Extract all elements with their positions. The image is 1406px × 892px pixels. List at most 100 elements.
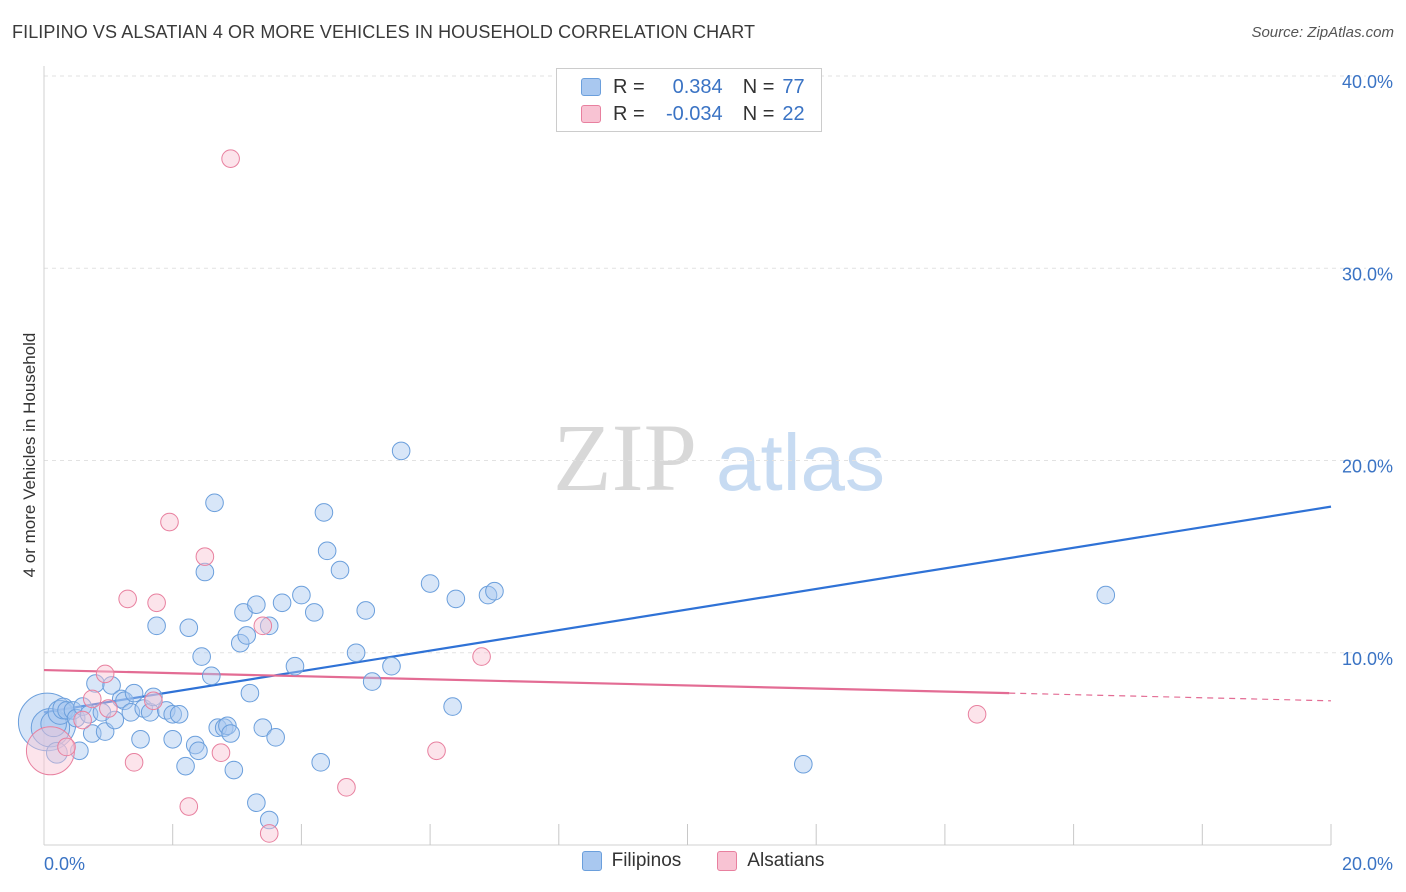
filipino-point xyxy=(176,756,195,776)
alsatian-point xyxy=(82,689,102,709)
alsatian-point xyxy=(95,664,115,684)
filipino-point xyxy=(304,603,324,622)
filipino-point xyxy=(163,704,182,724)
filipino-point xyxy=(192,647,211,666)
watermark-zip: ZIP xyxy=(553,404,697,511)
filipino-point xyxy=(356,601,376,620)
filipino-trend-line xyxy=(43,505,1332,714)
filipino-point xyxy=(163,729,182,749)
filipino-point xyxy=(362,672,382,691)
alsatian-point xyxy=(57,737,76,757)
filipino-point xyxy=(224,760,244,780)
filipino-point xyxy=(391,441,411,461)
filipino-point xyxy=(185,735,205,755)
y-tick-label: 10.0% xyxy=(1342,649,1393,669)
legend-swatch-alsatians xyxy=(581,105,601,123)
alsatian-trend-line-extension xyxy=(1009,692,1332,702)
filipino-point xyxy=(311,753,331,772)
alsatian-point xyxy=(99,699,118,718)
series-legend-alsatians[interactable]: Alsatians xyxy=(717,850,824,872)
filipino-point xyxy=(420,574,440,593)
filipino-point xyxy=(382,656,401,676)
series-label-alsatians: Alsatians xyxy=(747,850,825,871)
filipino-point xyxy=(285,656,305,676)
filipino-point xyxy=(1096,585,1116,605)
series-legend: Filipinos Alsatians xyxy=(0,850,1406,872)
filipino-point xyxy=(446,589,466,609)
filipino-point xyxy=(259,810,279,830)
filipino-point xyxy=(346,643,366,663)
legend-row-filipinos: R = 0.384 N = 77 xyxy=(581,75,805,99)
series-swatch-alsatians xyxy=(717,851,738,871)
data-points xyxy=(17,149,1116,843)
filipino-point xyxy=(169,704,189,724)
y-tick-label: 30.0% xyxy=(1342,264,1393,284)
filipino-point xyxy=(179,618,199,638)
alsatian-point xyxy=(73,710,92,730)
filipino-point xyxy=(314,503,334,522)
source-label: Source: ZipAtlas.com xyxy=(1251,24,1394,41)
alsatian-point xyxy=(967,704,987,724)
filipino-point xyxy=(195,562,215,582)
filipino-point xyxy=(57,701,76,720)
filipino-point xyxy=(144,687,163,707)
filipino-point xyxy=(317,541,337,561)
filipino-point xyxy=(124,683,144,703)
legend-r-label: R = xyxy=(613,75,645,98)
alsatian-point xyxy=(221,149,240,168)
legend-n-value: 22 xyxy=(782,102,805,125)
trend-lines xyxy=(43,505,1332,714)
legend-swatch-filipinos xyxy=(581,78,601,96)
filipino-point xyxy=(73,697,92,716)
filipino-point xyxy=(794,754,813,774)
alsatian-point xyxy=(179,797,199,816)
filipino-point xyxy=(221,724,240,743)
legend-n-label: N = xyxy=(742,75,775,98)
legend-row-alsatians: R = -0.034 N = 22 xyxy=(581,102,805,126)
filipino-point xyxy=(131,729,150,749)
filipino-point xyxy=(240,683,260,703)
alsatian-point xyxy=(147,593,166,613)
filipino-point xyxy=(189,741,208,761)
legend-r-label: R = xyxy=(613,102,645,125)
filipino-point xyxy=(443,697,462,716)
alsatian-point xyxy=(160,512,179,532)
series-label-filipinos: Filipinos xyxy=(611,850,682,871)
filipino-point xyxy=(247,595,266,614)
alsatian-point xyxy=(211,743,231,763)
filipino-point xyxy=(272,593,292,613)
legend-r-value: 0.384 xyxy=(672,75,723,98)
filipino-point xyxy=(147,616,166,636)
filipino-point xyxy=(202,666,221,686)
filipino-point xyxy=(259,616,279,636)
filipino-point xyxy=(253,718,273,738)
alsatian-point xyxy=(427,741,446,761)
series-legend-filipinos[interactable]: Filipinos xyxy=(581,850,682,872)
alsatian-point xyxy=(144,691,163,711)
filipino-point xyxy=(45,741,68,764)
tick-labels: 10.0% 20.0% 30.0% 40.0% 0.0% 20.0% xyxy=(44,72,1393,874)
alsatian-point xyxy=(124,753,144,772)
alsatian-point xyxy=(195,547,215,566)
alsatian-point xyxy=(259,824,279,843)
alsatian-point xyxy=(472,647,491,666)
alsatian-point xyxy=(253,616,273,636)
alsatian-point xyxy=(118,589,137,609)
filipino-point xyxy=(330,560,350,580)
alsatian-point xyxy=(337,778,356,797)
x-tick-label: 20.0% xyxy=(1342,854,1393,874)
filipino-point xyxy=(230,633,250,653)
chart-title: FILIPINO VS ALSATIAN 4 OR MORE VEHICLES … xyxy=(12,22,756,42)
legend-n-label: N = xyxy=(742,102,775,125)
grid xyxy=(44,75,1366,654)
y-tick-label: 20.0% xyxy=(1342,457,1393,477)
legend-n-value: 77 xyxy=(782,75,805,98)
filipino-point xyxy=(247,793,266,813)
correlation-legend: R = 0.384 N = 77 R = -0.034 N = 22 xyxy=(556,68,822,132)
filipino-point xyxy=(485,581,504,601)
filipino-point xyxy=(140,703,160,722)
filipino-point xyxy=(205,493,224,513)
alsatian-trend-line xyxy=(43,668,1010,695)
filipino-point xyxy=(86,674,105,693)
